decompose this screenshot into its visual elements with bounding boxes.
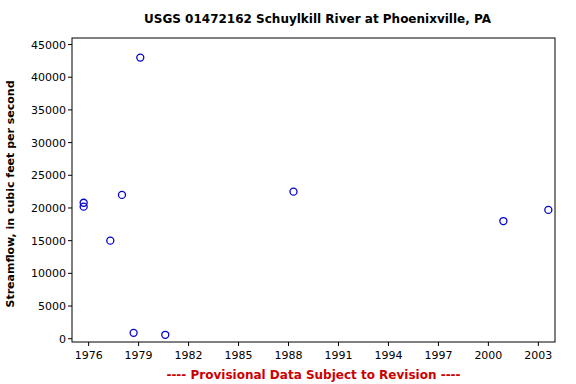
y-tick [68,338,72,339]
plot-frame [72,38,555,342]
chart-container: USGS 01472162 Schuylkill River at Phoeni… [0,0,576,384]
x-tick [488,342,489,346]
data-point [545,206,552,213]
x-tick [288,342,289,346]
data-point [290,188,297,195]
y-tick [68,175,72,176]
y-tick-label: 0 [59,333,66,346]
y-tick [68,240,72,241]
x-tick-label: 1979 [125,349,153,362]
y-tick-label: 45000 [31,39,66,52]
y-axis-label: Streamflow, in cubic feet per second [4,80,17,307]
x-tick [388,342,389,346]
data-point [118,191,125,198]
data-point [500,218,507,225]
y-tick-label: 5000 [38,300,66,313]
y-tick [68,207,72,208]
x-tick-label: 1988 [275,349,303,362]
x-tick [538,342,539,346]
y-tick-label: 25000 [31,169,66,182]
y-tick-label: 35000 [31,104,66,117]
y-tick-label: 40000 [31,71,66,84]
data-point [137,54,144,61]
y-tick [68,77,72,78]
x-tick [338,342,339,346]
data-point [162,331,169,338]
x-tick-label: 1994 [374,349,402,362]
data-point [130,329,137,336]
y-tick-label: 30000 [31,137,66,150]
y-tick [68,273,72,274]
x-tick [88,342,89,346]
x-tick-label: 1985 [225,349,253,362]
x-tick-label: 2000 [474,349,502,362]
data-point [107,237,114,244]
y-tick [68,142,72,143]
points [80,54,552,338]
x-tick-label: 2003 [524,349,552,362]
y-tick [68,44,72,45]
y-tick-label: 10000 [31,267,66,280]
x-tick [438,342,439,346]
title: USGS 01472162 Schuylkill River at Phoeni… [144,12,492,26]
x-tick [238,342,239,346]
x-tick-label: 1976 [75,349,103,362]
x-tick-label: 1997 [424,349,452,362]
x-tick [188,342,189,346]
data-point [80,203,87,210]
y-tick [68,306,72,307]
x-tick-label: 1991 [324,349,352,362]
x-tick-label: 1982 [175,349,203,362]
y-tick [68,109,72,110]
y-tick-label: 20000 [31,202,66,215]
caption: ---- Provisional Data Subject to Revisio… [166,368,460,382]
x-tick [138,342,139,346]
y-tick-label: 15000 [31,235,66,248]
chart-svg: USGS 01472162 Schuylkill River at Phoeni… [0,0,576,384]
